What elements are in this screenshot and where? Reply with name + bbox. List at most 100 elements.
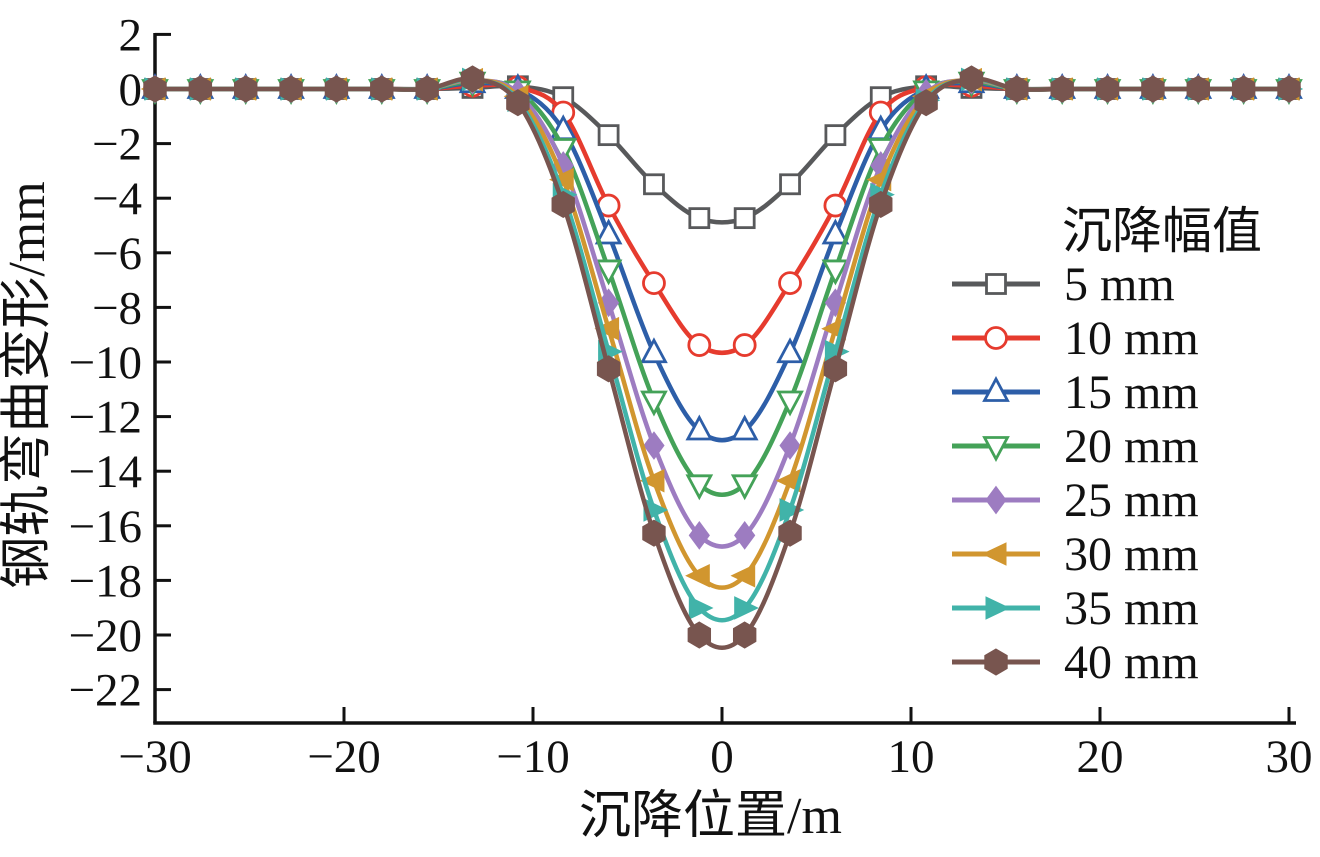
legend-label: 5 mm [1064,258,1175,311]
hexagon-marker [642,519,666,547]
x-tick-label: 30 [1266,731,1313,783]
hexagon-marker [1186,75,1210,103]
legend-entry-5mm: 5 mm [952,258,1175,311]
hexagon-marker [1005,75,1029,103]
y-tick-label: −4 [92,173,142,225]
hexagon-marker [1231,75,1256,103]
triangle-up-open-marker [640,337,668,364]
series-40mm [143,65,1301,650]
triangle-left-marker [594,316,620,341]
legend-entry-40mm: 40 mm [952,636,1199,689]
hexagon-marker [370,75,394,103]
square-marker [688,207,711,230]
hexagon-marker [188,75,213,103]
hexagon-marker [959,65,984,93]
x-tick-label: −30 [118,731,192,783]
diamond-marker [688,521,710,550]
y-tick-label: −6 [92,228,142,280]
square-marker [779,173,801,196]
hexagon-marker [279,75,303,103]
triangle-down-open-marker [776,390,804,417]
hexagon-marker [914,89,938,117]
x-tick-label: −20 [307,731,381,783]
triangle-down-open-marker [594,259,623,286]
diamond-marker [985,485,1007,515]
hexagon-marker [1095,75,1120,103]
y-tick-label: −8 [92,282,142,334]
triangle-right-marker [734,596,759,620]
hexagon-marker [1050,75,1074,103]
triangle-up-open-marker [982,376,1010,402]
triangle-up-open-marker [821,218,850,245]
legend-entry-10mm: 10 mm [952,312,1199,365]
triangle-right-marker [779,498,805,522]
diamond-marker [734,521,756,550]
legend-entry-25mm: 25 mm [952,474,1199,527]
hexagon-marker [415,75,439,103]
y-tick-label: 0 [119,64,143,116]
hexagon-marker [732,621,757,649]
hexagon-marker [1277,75,1301,103]
legend-label: 20 mm [1064,420,1199,473]
x-tick-label: 20 [1077,731,1124,783]
x-tick-label: −10 [496,731,570,783]
y-tick-label: −2 [92,119,142,171]
circle-marker [687,333,712,357]
triangle-down-open-marker [640,390,668,417]
triangle-down-open-marker [730,474,759,501]
legend-title: 沉降幅值 [1062,203,1262,259]
circle-marker [778,271,802,296]
square-marker [597,124,620,147]
x-tick-label: 0 [710,731,734,783]
legend-entry-30mm: 30 mm [952,528,1199,581]
legend-entry-20mm: 20 mm [952,420,1199,473]
legend-label: 15 mm [1064,366,1199,419]
hexagon-marker [324,75,349,103]
hexagon-marker [460,65,485,93]
y-axis-title: 钢轨弯曲变形/mm [0,181,56,588]
triangle-up-open-marker [594,218,623,245]
hexagon-marker [778,519,802,547]
square-marker [643,173,665,196]
hexagon-marker [984,648,1008,676]
y-tick-label: −20 [68,610,142,662]
square-marker [824,124,847,147]
legend-entry-15mm: 15 mm [952,366,1199,419]
diamond-marker [779,431,801,460]
y-tick-label: −14 [68,446,142,498]
triangle-left-marker [685,563,710,588]
hexagon-marker [687,621,712,649]
triangle-left-marker [730,563,756,588]
y-tick-label: −16 [68,501,142,553]
triangle-right-marker [985,596,1011,620]
triangle-up-open-marker [685,414,714,441]
y-tick-label: −10 [68,337,142,389]
y-tick-label: −22 [68,665,142,717]
triangle-down-open-marker [821,259,850,286]
x-tick-label: 10 [888,731,935,783]
hexagon-marker [551,190,575,219]
y-tick-label: 2 [119,9,143,61]
legend-label: 40 mm [1064,636,1199,689]
legend-label: 35 mm [1064,582,1199,635]
legend-label: 25 mm [1064,474,1199,527]
y-tick-label: −12 [68,392,142,444]
triangle-up-open-marker [730,414,759,441]
triangle-left-marker [639,468,665,493]
triangle-down-open-marker [685,474,714,501]
triangle-up-open-marker [776,337,804,364]
square-marker [985,273,1007,295]
series-line [152,83,1292,225]
x-axis-title: 沉降位置/m [579,788,842,845]
circle-marker [732,333,757,357]
hexagon-marker [143,75,167,103]
axes: 20−2−4−6−8−10−12−14−16−18−20−22−30 −20 −10… [0,9,1313,845]
hexagon-marker [234,75,258,103]
hexagon-marker [596,355,621,383]
triangle-right-marker [688,596,714,620]
hexagon-marker [823,355,848,383]
legend-label: 10 mm [1064,312,1199,365]
legend-label: 30 mm [1064,528,1199,581]
